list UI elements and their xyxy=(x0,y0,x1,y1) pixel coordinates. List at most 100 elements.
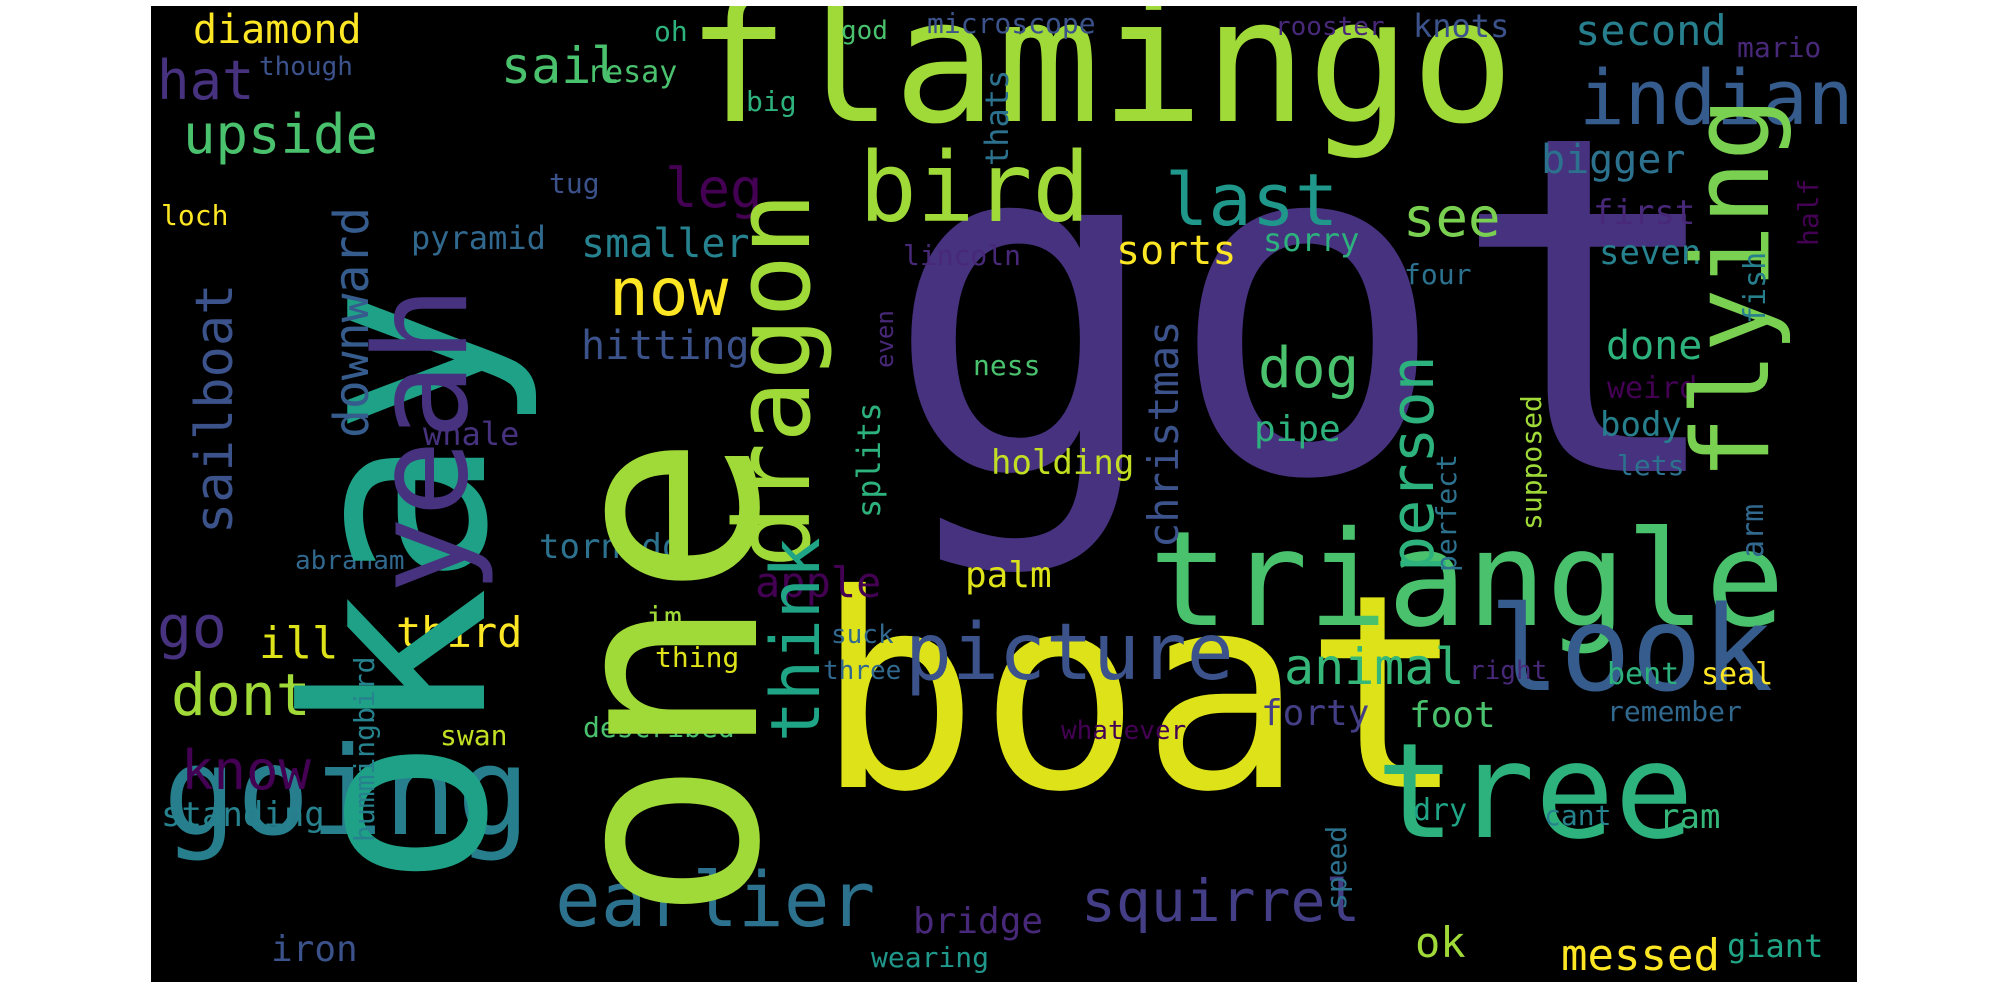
word-leg: leg xyxy=(665,157,763,220)
word-even: even xyxy=(871,310,899,368)
word-upside: upside xyxy=(183,103,379,166)
word-seven: seven xyxy=(1599,233,1702,273)
word-got: got xyxy=(883,35,1732,582)
word-bent: bent xyxy=(1607,657,1680,692)
word-ness: ness xyxy=(973,349,1041,382)
word-speed: speed xyxy=(1320,825,1353,910)
word-third: third xyxy=(396,608,523,657)
word-sailboat: sailboat xyxy=(185,283,245,534)
word-mario: mario xyxy=(1737,31,1822,64)
word-cloud: got boat flamingo triangle tree going lo… xyxy=(151,6,1857,982)
word-downward: downward xyxy=(324,206,380,438)
word-animal: animal xyxy=(1284,638,1465,696)
word-squirrel: squirrel xyxy=(1081,867,1361,935)
word-bigger: bigger xyxy=(1541,137,1686,183)
word-dragon: dragon xyxy=(712,192,834,568)
word-hitting: hitting xyxy=(581,323,750,369)
word-earlier: earlier xyxy=(555,855,876,944)
word-pipe: pipe xyxy=(1254,409,1341,450)
word-seal: seal xyxy=(1701,657,1774,692)
word-pyramid: pyramid xyxy=(411,219,546,257)
word-whatever: whatever xyxy=(1061,716,1187,746)
word-sail: sail xyxy=(501,37,622,95)
word-hat: hat xyxy=(157,49,255,112)
word-lincoln: lincoln xyxy=(903,239,1022,272)
word-oh: oh xyxy=(654,15,688,48)
word-thing: thing xyxy=(655,641,740,674)
word-im: im xyxy=(646,601,683,636)
word-diamond: diamond xyxy=(193,7,362,53)
word-iron: iron xyxy=(271,929,358,970)
word-go: go xyxy=(157,593,227,661)
word-indian: indian xyxy=(1579,53,1854,142)
word-know: know xyxy=(181,739,312,802)
word-right: right xyxy=(1469,656,1548,686)
word-half: half xyxy=(1792,178,1825,246)
word-done: done xyxy=(1606,323,1703,369)
word-four: four xyxy=(1404,258,1472,291)
word-perfect: perfect xyxy=(1430,453,1463,572)
word-dont: dont xyxy=(171,661,311,729)
word-fish: fish xyxy=(1738,251,1773,324)
word-swan: swan xyxy=(440,719,508,752)
word-abraham: abraham xyxy=(295,546,405,576)
word-christmas: christmas xyxy=(1139,320,1188,548)
word-giant: giant xyxy=(1727,927,1824,965)
word-tornado: tornado xyxy=(539,527,683,567)
word-big: big xyxy=(746,85,797,118)
word-loch: loch xyxy=(161,199,229,232)
word-bird: bird xyxy=(859,132,1091,244)
word-whale: whale xyxy=(423,415,520,453)
word-sorts: sorts xyxy=(1116,228,1237,274)
word-dry: dry xyxy=(1413,793,1468,828)
word-bridge: bridge xyxy=(913,901,1044,942)
word-holding: holding xyxy=(991,443,1135,483)
word-forty: forty xyxy=(1261,693,1370,734)
word-see: see xyxy=(1403,186,1501,249)
word-flamingo: flamingo xyxy=(686,6,1515,162)
word-weird: weird xyxy=(1607,371,1698,406)
word-picture: picture xyxy=(905,608,1234,698)
word-ok: ok xyxy=(1415,918,1466,967)
word-arm: arm xyxy=(1736,503,1771,558)
word-tug: tug xyxy=(549,167,600,200)
word-thats: thats xyxy=(978,69,1016,166)
word-ill: ill xyxy=(259,618,339,669)
word-triangle: triangle xyxy=(1149,503,1785,657)
word-tree: tree xyxy=(1376,715,1694,869)
word-going: going xyxy=(163,721,531,863)
word-palm: palm xyxy=(965,555,1052,596)
word-described: described xyxy=(583,711,735,744)
word-last: last xyxy=(1165,158,1339,242)
word-messed: messed xyxy=(1561,930,1720,981)
word-lets: lets xyxy=(1617,449,1685,482)
word-foot: foot xyxy=(1409,695,1496,736)
word-standing: standing xyxy=(161,795,325,835)
word-wearing: wearing xyxy=(871,941,990,974)
word-apple: apple xyxy=(755,558,882,607)
word-body: body xyxy=(1600,405,1682,445)
word-resay: resay xyxy=(587,55,678,90)
word-hummingbird: hummingbird xyxy=(348,656,381,842)
word-suck: suck xyxy=(831,620,894,650)
word-second: second xyxy=(1575,6,1727,55)
word-smaller: smaller xyxy=(581,221,750,267)
word-dog: dog xyxy=(1258,336,1360,401)
word-god: god xyxy=(841,16,888,46)
word-remember: remember xyxy=(1607,695,1742,728)
word-though: though xyxy=(259,52,353,82)
word-rooster: rooster xyxy=(1275,12,1385,42)
word-sorry: sorry xyxy=(1263,221,1360,259)
word-cant: cant xyxy=(1544,799,1612,832)
word-microscope: microscope xyxy=(927,7,1096,40)
word-boat: boat xyxy=(816,536,1467,851)
word-think: think xyxy=(757,537,836,742)
word-first: first xyxy=(1593,193,1696,233)
word-splits: splits xyxy=(850,402,888,518)
word-look: look xyxy=(1489,580,1774,718)
word-supposed: supposed xyxy=(1515,395,1548,530)
word-now: now xyxy=(609,254,729,331)
word-knots: knots xyxy=(1413,7,1510,45)
word-three: three xyxy=(823,656,902,686)
word-ram: ram xyxy=(1659,797,1721,837)
